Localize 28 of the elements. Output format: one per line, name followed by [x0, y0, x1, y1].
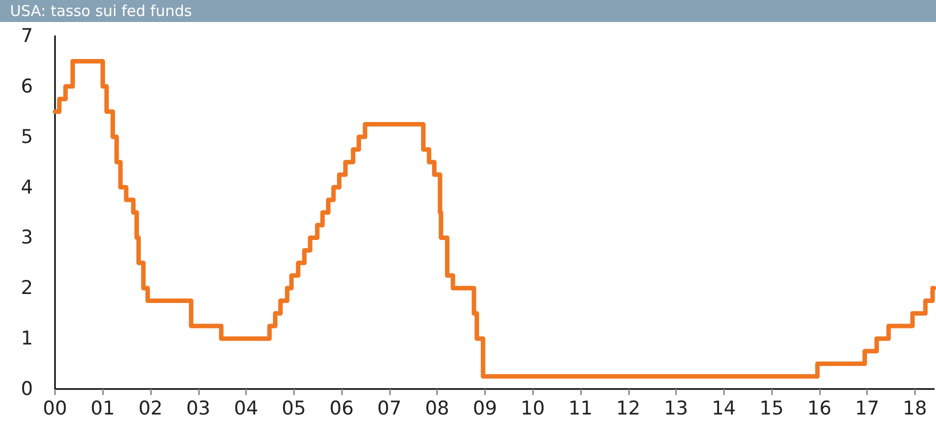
x-tick-label: 08: [425, 398, 450, 420]
y-tick-label: 5: [20, 126, 33, 148]
y-tick-label: 7: [20, 25, 33, 47]
y-tick-label: 4: [20, 176, 33, 198]
x-tick-label: 09: [472, 398, 498, 420]
x-tick-label: 01: [90, 398, 115, 420]
y-tick-label: 1: [20, 328, 33, 350]
x-tick-label: 16: [807, 398, 832, 420]
x-tick-label: 14: [712, 398, 736, 420]
chart-title: USA: tasso sui fed funds: [0, 0, 936, 22]
x-tick-label: 13: [664, 398, 688, 420]
y-tick-label: 6: [20, 75, 33, 98]
x-tick-label: 17: [855, 398, 880, 420]
x-tick-label: 07: [377, 398, 402, 420]
x-tick-label: 11: [568, 398, 593, 420]
x-tick-label: 10: [520, 398, 545, 420]
x-tick-label: 12: [616, 398, 640, 420]
x-tick-label: 03: [186, 398, 210, 420]
x-tick-label: 15: [759, 398, 784, 420]
y-tick-label: 2: [20, 277, 33, 300]
y-tick-label: 0: [20, 378, 33, 400]
x-tick-label: 18: [902, 398, 927, 420]
x-tick-label: 00: [42, 398, 68, 420]
x-tick-label: 06: [330, 398, 354, 420]
y-tick-label: 3: [20, 226, 33, 249]
x-tick-label: 05: [282, 398, 306, 420]
x-tick-label: 04: [234, 398, 258, 420]
x-tick-label: 02: [138, 398, 163, 420]
